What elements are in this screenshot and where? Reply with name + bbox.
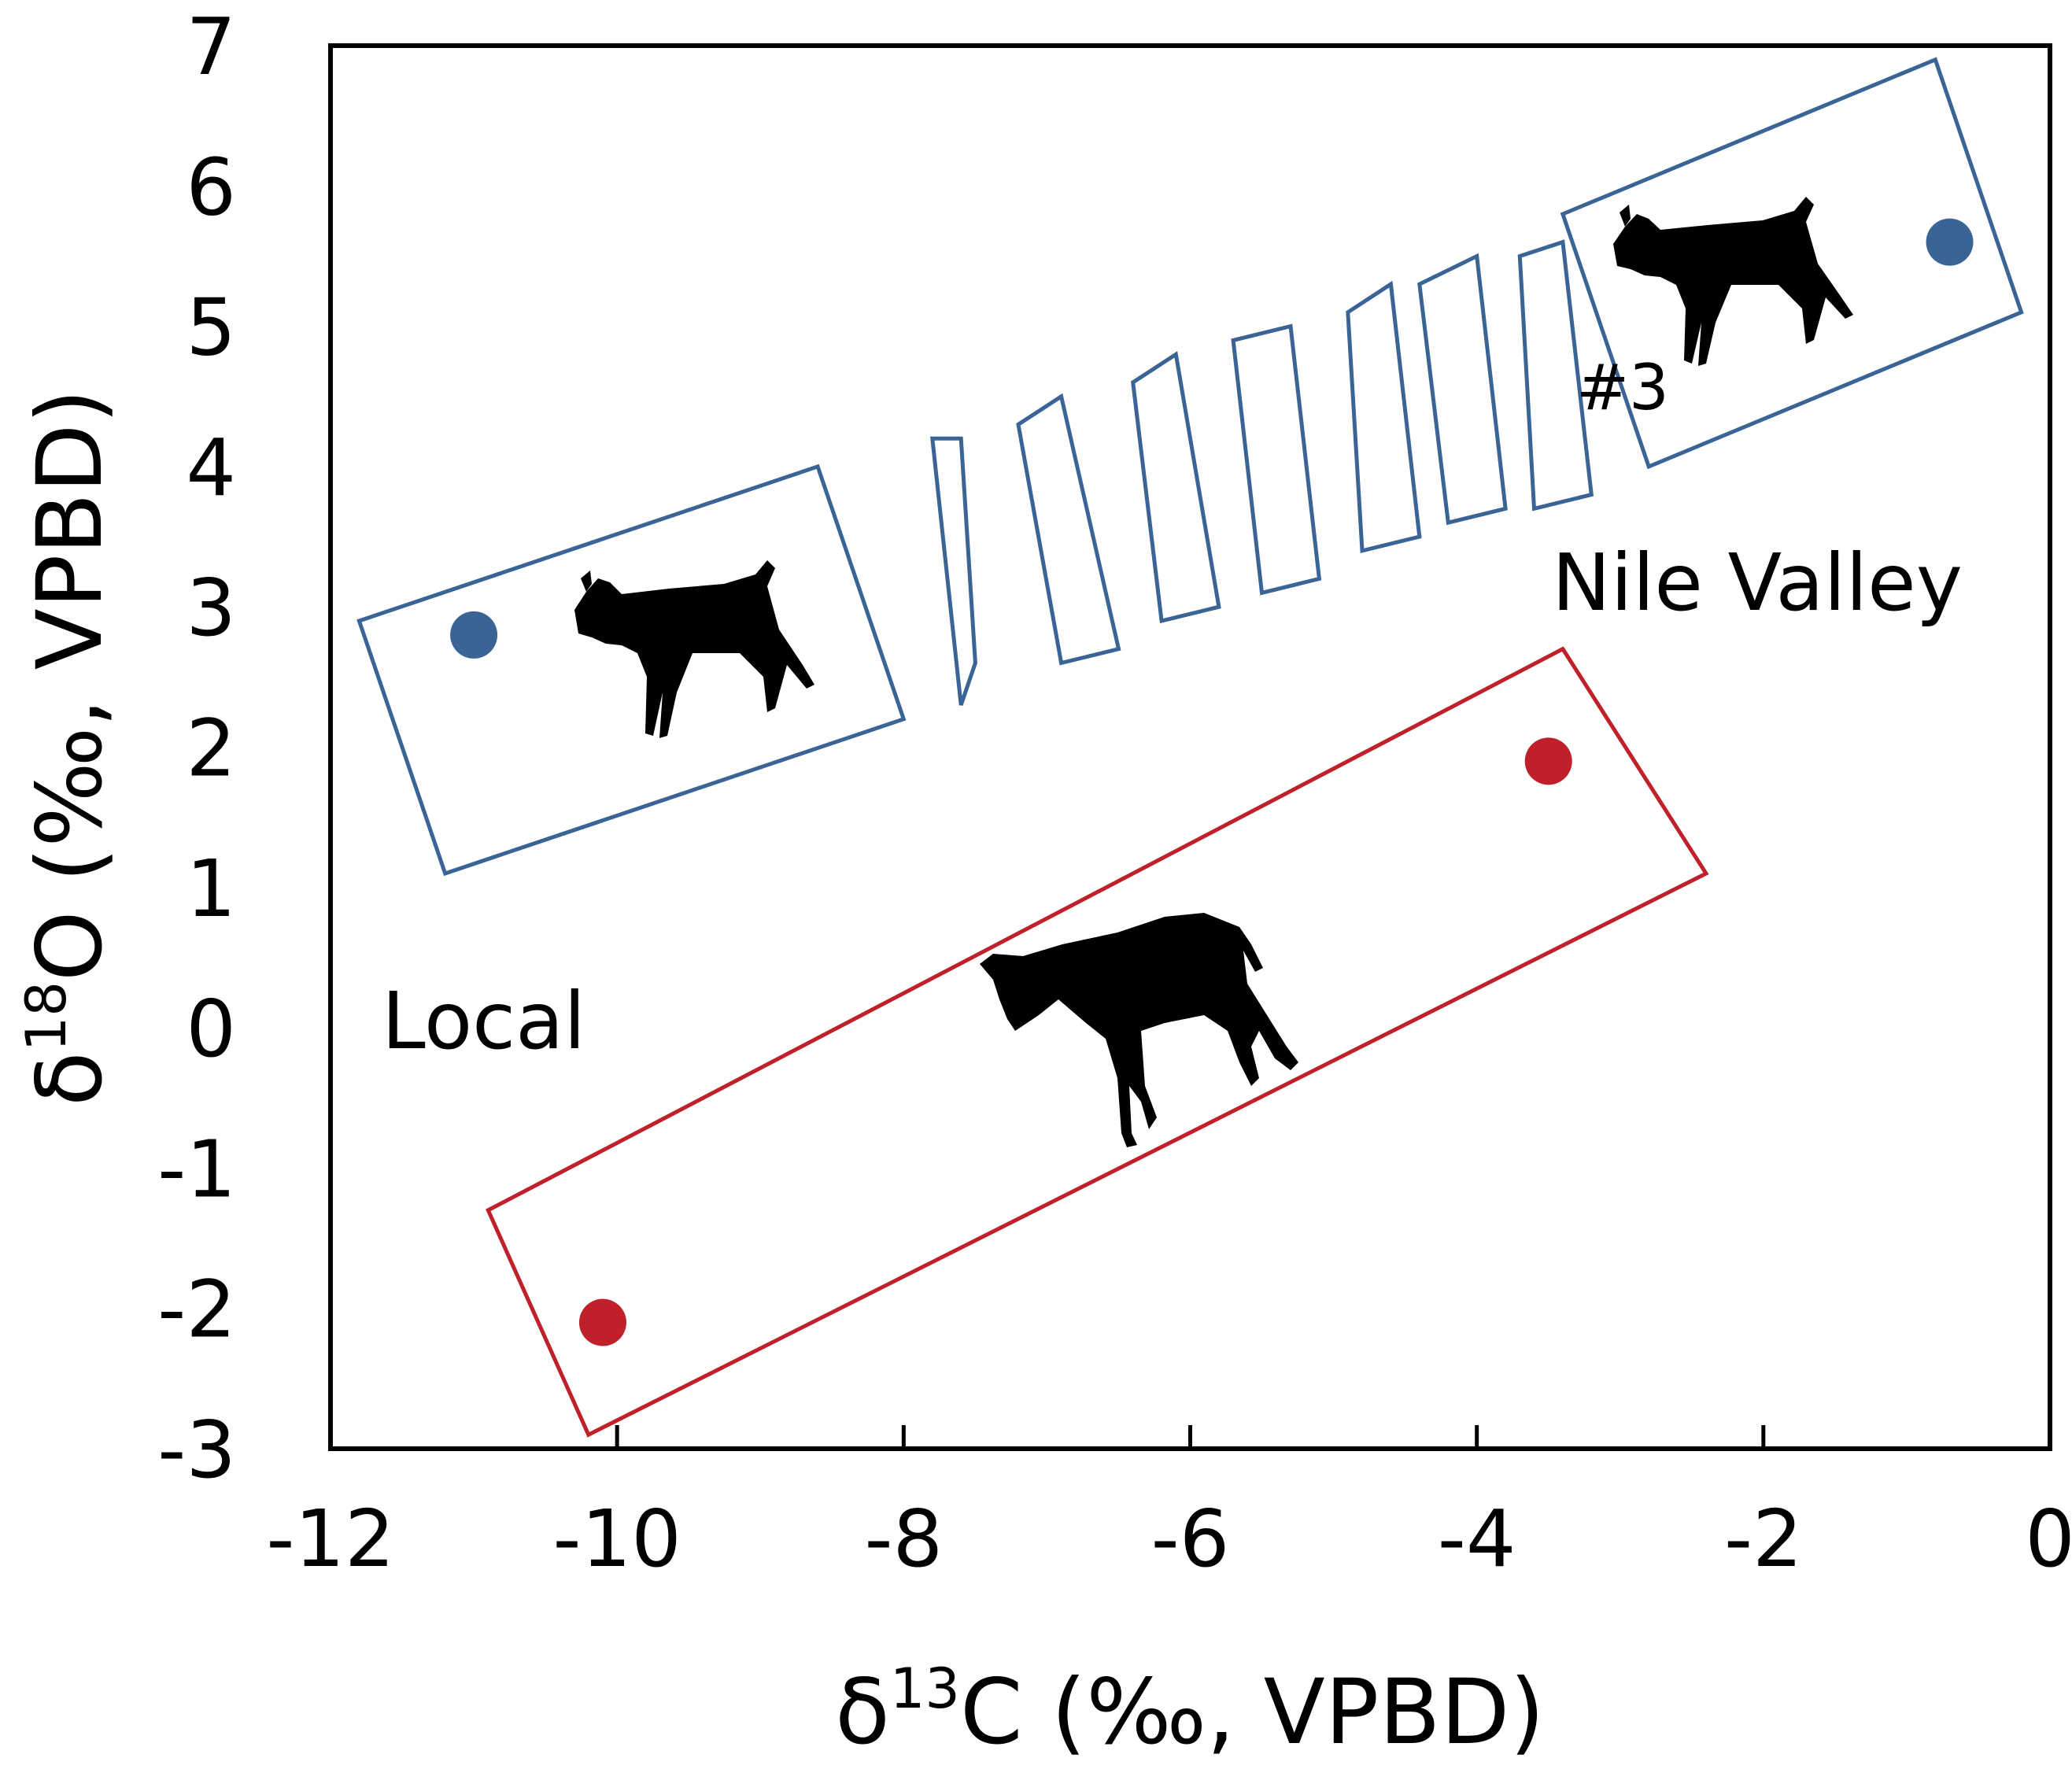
y-tick-label: 7 bbox=[186, 1, 236, 93]
x-tick-label: -12 bbox=[266, 1493, 394, 1585]
region-stripe bbox=[930, 436, 977, 706]
x-tick-label: -8 bbox=[864, 1493, 943, 1585]
region-donkey-box bbox=[486, 646, 1709, 1438]
y-tick-label: 6 bbox=[186, 141, 236, 233]
x-tick-label: -4 bbox=[1438, 1493, 1516, 1585]
y-tick-label: 3 bbox=[186, 562, 236, 654]
data-point bbox=[1524, 737, 1572, 785]
annotation-local: Local bbox=[382, 975, 585, 1067]
x-tick-label: -6 bbox=[1151, 1493, 1230, 1585]
y-tick-label: 0 bbox=[186, 983, 236, 1075]
region-goat-right-box bbox=[1560, 57, 2024, 470]
goat-icon bbox=[1613, 197, 1853, 366]
y-tick-label: 1 bbox=[186, 843, 236, 935]
x-axis-title: δ13C (‰, VPBD) bbox=[835, 1656, 1545, 1764]
region-stripe bbox=[1016, 393, 1121, 666]
region-stripe bbox=[1231, 323, 1322, 596]
y-axis-title: δ18O (‰, VPBD) bbox=[14, 389, 122, 1106]
x-tick-label: 0 bbox=[2025, 1493, 2072, 1585]
data-point bbox=[578, 1298, 626, 1346]
data-point bbox=[450, 611, 498, 659]
x-tick-label: -10 bbox=[552, 1493, 681, 1585]
annotation-nile-valley: Nile Valley bbox=[1552, 537, 1963, 629]
group-regions bbox=[356, 57, 2024, 1438]
data-point bbox=[1926, 218, 1974, 266]
y-axis-ticks: -3 -2 -1 0 1 2 3 4 5 6 7 bbox=[157, 1, 236, 1496]
x-axis-ticks: -12 -10 -8 -6 -4 -2 0 bbox=[266, 1425, 2072, 1585]
goat-icon bbox=[574, 560, 814, 738]
annotation-specimen-number: #3 bbox=[1576, 351, 1669, 424]
region-stripe bbox=[1417, 253, 1508, 526]
region-goat-left-box bbox=[356, 463, 907, 877]
y-tick-label: 5 bbox=[186, 282, 236, 374]
y-tick-label: -2 bbox=[157, 1264, 236, 1356]
y-tick-label: -1 bbox=[157, 1123, 236, 1215]
y-tick-label: 4 bbox=[186, 422, 236, 514]
donkey-icon bbox=[980, 913, 1298, 1147]
x-tick-label: -2 bbox=[1724, 1493, 1803, 1585]
y-tick-label: 2 bbox=[186, 703, 236, 795]
y-tick-label: -3 bbox=[157, 1404, 236, 1496]
region-stripe bbox=[1517, 239, 1594, 511]
region-stripe bbox=[1131, 351, 1221, 624]
region-stripe bbox=[1346, 280, 1422, 554]
data-points bbox=[450, 218, 1974, 1346]
